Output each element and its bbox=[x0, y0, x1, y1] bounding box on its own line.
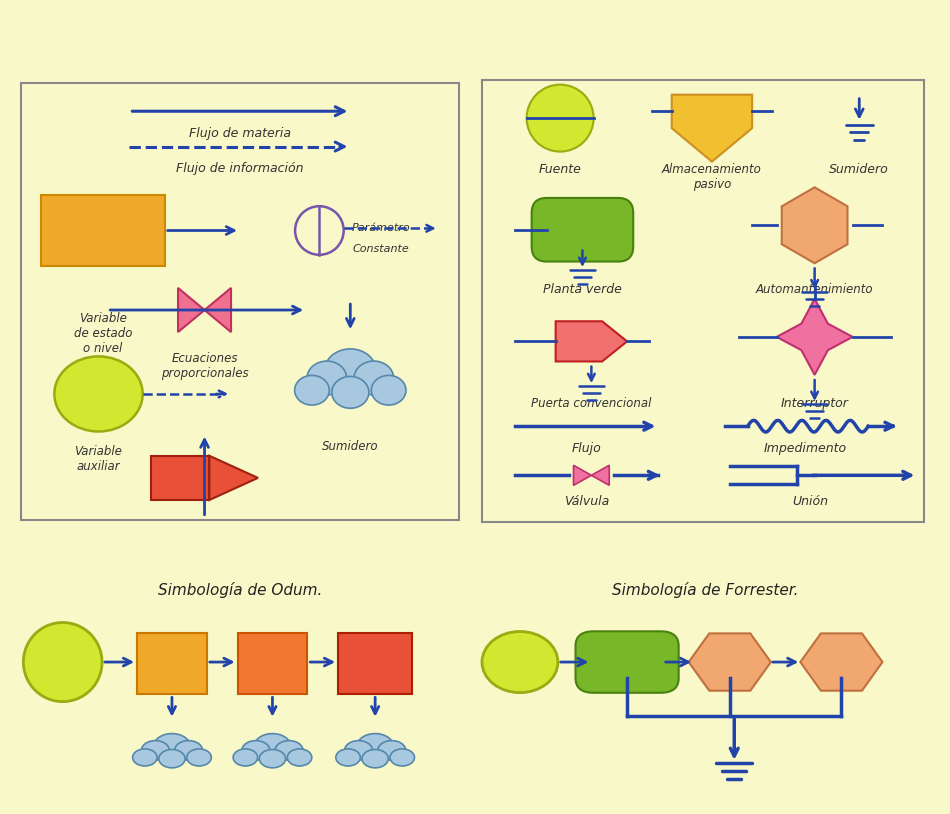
Ellipse shape bbox=[378, 741, 406, 760]
Ellipse shape bbox=[345, 741, 372, 760]
Ellipse shape bbox=[332, 376, 369, 409]
FancyBboxPatch shape bbox=[338, 633, 412, 694]
Ellipse shape bbox=[294, 375, 330, 405]
Text: Almacenamiento
pasivo: Almacenamiento pasivo bbox=[662, 163, 762, 190]
Ellipse shape bbox=[175, 741, 202, 760]
Text: Variable
de estado
o nivel: Variable de estado o nivel bbox=[74, 313, 132, 355]
Polygon shape bbox=[209, 456, 258, 500]
Circle shape bbox=[482, 632, 558, 693]
Text: Flujo de información: Flujo de información bbox=[176, 162, 304, 175]
Circle shape bbox=[526, 85, 594, 151]
Text: Flujo de materia: Flujo de materia bbox=[189, 127, 291, 140]
Ellipse shape bbox=[371, 375, 406, 405]
FancyBboxPatch shape bbox=[41, 195, 164, 266]
Ellipse shape bbox=[390, 749, 414, 766]
Text: Sumidero: Sumidero bbox=[829, 163, 889, 176]
Text: Unión: Unión bbox=[792, 496, 828, 509]
Ellipse shape bbox=[54, 357, 142, 431]
Ellipse shape bbox=[233, 749, 257, 766]
Text: Puerta convencional: Puerta convencional bbox=[531, 397, 652, 410]
FancyBboxPatch shape bbox=[137, 633, 207, 694]
Polygon shape bbox=[782, 187, 847, 263]
Ellipse shape bbox=[154, 733, 190, 759]
FancyBboxPatch shape bbox=[21, 82, 459, 520]
Ellipse shape bbox=[242, 741, 270, 760]
Text: Ecuaciones
proporcionales: Ecuaciones proporcionales bbox=[161, 352, 248, 380]
Text: Prado: Prado bbox=[151, 658, 193, 671]
Text: Variable
auxiliar: Variable auxiliar bbox=[75, 444, 123, 473]
Polygon shape bbox=[777, 299, 852, 375]
Text: Parámetro: Parámetro bbox=[352, 223, 410, 233]
Polygon shape bbox=[591, 466, 609, 485]
Ellipse shape bbox=[187, 749, 211, 766]
Ellipse shape bbox=[159, 750, 185, 768]
Ellipse shape bbox=[307, 361, 347, 395]
Text: Constante: Constante bbox=[352, 243, 409, 254]
Text: Ganado: Ganado bbox=[246, 658, 299, 671]
FancyBboxPatch shape bbox=[151, 456, 209, 500]
FancyBboxPatch shape bbox=[576, 632, 678, 693]
Polygon shape bbox=[574, 466, 591, 485]
FancyBboxPatch shape bbox=[238, 633, 308, 694]
Polygon shape bbox=[672, 94, 752, 162]
Ellipse shape bbox=[287, 749, 312, 766]
FancyBboxPatch shape bbox=[482, 80, 924, 523]
Text: Impedimento: Impedimento bbox=[764, 442, 847, 455]
Text: Flujo: Flujo bbox=[572, 442, 601, 455]
Ellipse shape bbox=[133, 749, 157, 766]
Text: Simbología de Forrester.: Simbología de Forrester. bbox=[612, 582, 798, 598]
Text: Ser
humano: Ser humano bbox=[347, 650, 404, 678]
Ellipse shape bbox=[324, 349, 376, 393]
Text: Válvula: Válvula bbox=[564, 496, 610, 509]
Ellipse shape bbox=[259, 750, 286, 768]
Polygon shape bbox=[800, 633, 883, 691]
Text: Sumidero: Sumidero bbox=[322, 440, 379, 453]
Ellipse shape bbox=[336, 749, 360, 766]
Polygon shape bbox=[556, 322, 627, 361]
Text: Planta verde: Planta verde bbox=[543, 283, 622, 296]
Ellipse shape bbox=[354, 361, 393, 395]
FancyBboxPatch shape bbox=[532, 198, 634, 261]
Polygon shape bbox=[689, 633, 770, 691]
Polygon shape bbox=[178, 288, 231, 332]
Text: Ser
humano: Ser humano bbox=[816, 651, 866, 673]
Text: Simbología de Odum.: Simbología de Odum. bbox=[158, 582, 323, 598]
Ellipse shape bbox=[276, 741, 303, 760]
Text: Ganado: Ganado bbox=[705, 655, 755, 668]
Ellipse shape bbox=[357, 733, 393, 759]
Ellipse shape bbox=[254, 733, 291, 759]
Ellipse shape bbox=[362, 750, 389, 768]
Ellipse shape bbox=[142, 741, 169, 760]
Text: Automantenimiento: Automantenimiento bbox=[756, 283, 873, 296]
Text: Fuente: Fuente bbox=[539, 163, 581, 176]
Text: Prado: Prado bbox=[607, 655, 648, 668]
Text: Interruptor: Interruptor bbox=[781, 397, 848, 410]
Ellipse shape bbox=[24, 623, 102, 702]
